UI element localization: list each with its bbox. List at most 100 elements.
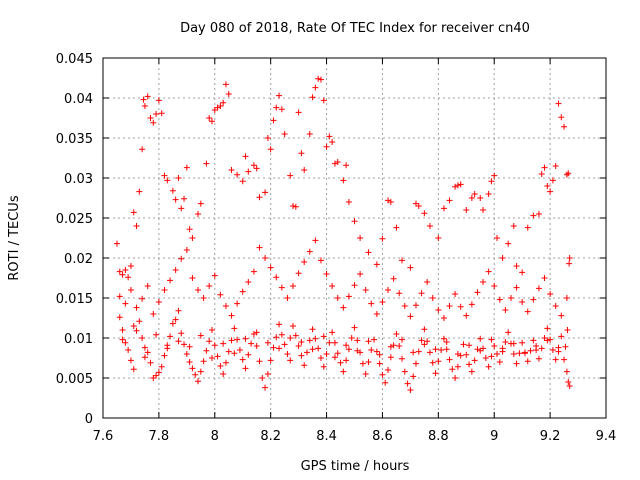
data-point: [186, 226, 193, 233]
data-point: [334, 295, 341, 301]
data-point: [122, 339, 129, 346]
data-point: [172, 196, 179, 203]
data-point: [181, 195, 188, 202]
data-point: [315, 345, 322, 352]
data-point: [161, 352, 168, 359]
data-point: [320, 333, 327, 340]
data-point: [468, 195, 475, 201]
data-point: [208, 327, 215, 333]
data-point: [449, 366, 456, 373]
data-point: [519, 269, 526, 276]
data-point: [295, 343, 302, 349]
x-tick-label: 9: [490, 429, 498, 444]
data-point: [348, 335, 355, 341]
data-point: [379, 299, 386, 305]
data-point: [558, 333, 565, 340]
data-point: [284, 351, 291, 357]
data-point: [189, 275, 196, 281]
data-point: [298, 352, 305, 359]
data-point: [373, 311, 380, 317]
data-point: [466, 361, 473, 368]
data-point: [211, 342, 218, 349]
data-point: [312, 84, 319, 91]
data-point: [496, 296, 503, 303]
data-point: [544, 337, 551, 344]
data-point: [549, 177, 556, 184]
data-point: [558, 114, 565, 121]
y-tick-label: 0.025: [56, 212, 93, 227]
data-point: [544, 183, 551, 189]
data-point: [505, 329, 512, 336]
data-point: [290, 323, 297, 329]
data-point: [429, 295, 436, 301]
data-point: [253, 329, 260, 336]
data-point: [477, 195, 484, 201]
data-point: [281, 131, 288, 137]
data-point: [454, 363, 461, 370]
data-point: [351, 324, 358, 331]
data-point: [222, 303, 229, 309]
data-point: [421, 326, 428, 333]
data-point: [292, 332, 299, 339]
data-point: [220, 340, 227, 347]
data-point: [365, 359, 372, 365]
data-point: [390, 342, 397, 349]
data-point: [477, 347, 484, 354]
data-point: [362, 371, 369, 377]
data-point: [488, 353, 495, 360]
data-point: [231, 325, 238, 332]
data-point: [524, 308, 531, 315]
data-point: [122, 300, 129, 307]
data-point: [351, 282, 358, 289]
data-point: [276, 345, 283, 352]
data-point: [440, 335, 447, 342]
data-point: [197, 332, 204, 339]
data-point: [547, 291, 554, 297]
data-point: [385, 287, 392, 293]
data-point: [208, 118, 215, 125]
data-point: [248, 340, 255, 347]
data-point: [116, 293, 123, 300]
data-point: [452, 375, 459, 381]
data-point: [186, 343, 193, 350]
data-point: [331, 354, 338, 361]
data-point: [410, 373, 417, 380]
data-point: [317, 257, 324, 264]
x-tick-label: 8.4: [316, 429, 337, 444]
data-point: [239, 288, 246, 295]
y-tick-label: 0.03: [64, 172, 93, 187]
data-point: [371, 336, 378, 343]
y-tick-label: 0.005: [56, 372, 93, 387]
data-point: [468, 368, 475, 375]
data-point: [547, 336, 554, 343]
data-point: [329, 283, 336, 289]
data-point: [130, 323, 137, 329]
data-point: [153, 372, 160, 379]
data-point: [155, 299, 162, 305]
data-point: [415, 203, 422, 209]
data-point: [306, 337, 313, 344]
data-point: [376, 351, 383, 358]
data-point: [242, 365, 249, 372]
data-point: [368, 300, 375, 307]
data-point: [563, 295, 570, 301]
data-point: [236, 347, 243, 353]
data-point: [357, 271, 364, 277]
data-point: [306, 248, 313, 255]
data-point: [530, 212, 537, 219]
data-point: [390, 275, 397, 282]
data-point: [287, 357, 294, 364]
x-tick-label: 9.2: [540, 429, 561, 444]
data-point: [521, 350, 528, 357]
data-point: [298, 150, 305, 157]
data-point: [412, 302, 419, 309]
data-point: [183, 164, 190, 171]
data-point: [303, 349, 310, 356]
data-point: [385, 367, 392, 373]
data-point: [253, 343, 260, 349]
data-point: [264, 135, 271, 141]
data-point: [343, 357, 350, 364]
data-point: [220, 371, 227, 377]
data-point: [161, 172, 168, 179]
data-point: [197, 368, 204, 375]
